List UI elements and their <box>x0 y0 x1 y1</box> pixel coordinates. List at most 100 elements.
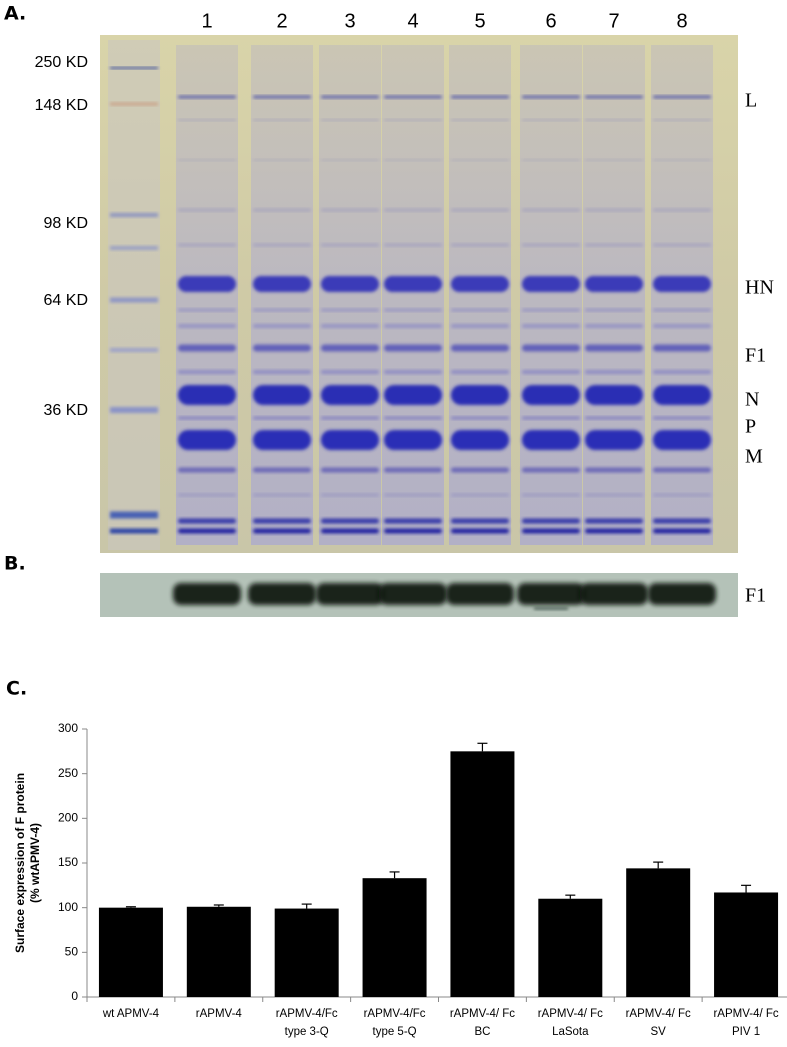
gel-band <box>451 95 509 99</box>
gel-band <box>451 518 509 524</box>
marker-band <box>110 67 158 69</box>
gel-band <box>178 95 236 99</box>
x-tick-label-line: rAPMV-4/ Fc <box>538 1008 603 1020</box>
gel-band <box>253 385 311 405</box>
error-bar <box>389 871 400 879</box>
x-tick-label-line: PIV 1 <box>732 1026 760 1038</box>
gel-band <box>585 518 643 524</box>
gel-lane <box>651 45 713 545</box>
gel-band <box>253 493 311 497</box>
gel-band <box>522 518 580 524</box>
bar <box>98 907 163 997</box>
gel-band <box>321 324 379 328</box>
y-tick-label: 150 <box>58 855 78 869</box>
blot-band <box>446 583 514 605</box>
gel-band <box>653 416 711 420</box>
gel-band <box>653 308 711 312</box>
y-tick-label: 50 <box>65 945 79 959</box>
gel-band <box>384 119 442 121</box>
blot-band <box>316 583 384 605</box>
bar <box>714 892 779 997</box>
gel-band <box>451 308 509 312</box>
error-bar <box>213 904 224 907</box>
marker-band <box>110 246 158 250</box>
gel-band <box>178 276 236 292</box>
gel-band <box>253 95 311 99</box>
gel-band <box>451 370 509 374</box>
gel-band <box>585 493 643 497</box>
gel-band <box>653 370 711 374</box>
x-tick-label: rAPMV-4/ Fc SV <box>626 1008 691 1038</box>
x-tick-label-line: rAPMV-4/ Fc <box>626 1008 691 1020</box>
protein-label: L <box>745 90 757 112</box>
gel-band <box>585 324 643 328</box>
lane-number: 6 <box>545 10 556 32</box>
x-tick-label: rAPMV-4/ Fc LaSota <box>538 1008 603 1038</box>
gel-band <box>451 385 509 405</box>
gel-band <box>384 430 442 450</box>
marker-lane <box>108 40 160 550</box>
gel-band <box>522 95 580 99</box>
blot-band <box>248 583 316 605</box>
gel-band <box>522 119 580 121</box>
gel-band <box>253 276 311 292</box>
gel-band <box>384 493 442 497</box>
gel-band <box>451 208 509 212</box>
gel-band <box>585 95 643 99</box>
gel-band <box>384 518 442 524</box>
x-tick-label-line: rAPMV-4/Fc <box>276 1008 338 1020</box>
gel-band <box>384 344 442 352</box>
gel-band <box>585 467 643 473</box>
gel-band <box>585 276 643 292</box>
marker-label: 148 KD <box>35 97 88 114</box>
blot-band <box>534 607 568 610</box>
bar <box>450 751 515 997</box>
gel-band <box>321 370 379 374</box>
gel-band <box>321 95 379 99</box>
x-tick-label-line: rAPMV-4/ Fc <box>713 1008 778 1020</box>
gel-band <box>653 385 711 405</box>
gel-band <box>522 324 580 328</box>
gel-band <box>653 528 711 534</box>
lane-number: 7 <box>608 10 619 32</box>
x-tick-label: rAPMV-4/ Fc BC <box>450 1008 515 1038</box>
gel-band <box>585 416 643 420</box>
gel-band <box>321 416 379 420</box>
gel-band <box>384 385 442 405</box>
gel-band <box>178 324 236 328</box>
gel-band <box>451 276 509 292</box>
gel-band <box>178 308 236 312</box>
protein-label: N <box>745 389 759 411</box>
gel-band <box>522 243 580 247</box>
gel-band <box>321 385 379 405</box>
gel-band <box>253 430 311 450</box>
bar <box>274 908 339 997</box>
gel-band <box>585 308 643 312</box>
gel-band <box>253 159 311 161</box>
gel-band <box>522 528 580 534</box>
y-tick-label: 0 <box>71 989 78 1003</box>
y-tick-label: 300 <box>58 721 78 735</box>
x-tick-label-line: rAPMV-4/ Fc <box>450 1008 515 1020</box>
protein-label: F1 <box>745 345 766 367</box>
gel-lane <box>520 45 582 545</box>
gel-band <box>321 308 379 312</box>
gel-band <box>522 276 580 292</box>
gel-band <box>178 370 236 374</box>
bar <box>362 878 427 997</box>
x-tick-label: rAPMV-4/ Fc PIV 1 <box>713 1008 778 1038</box>
protein-label: P <box>745 416 756 438</box>
gel-lane <box>583 45 645 545</box>
gel-band <box>522 385 580 405</box>
gel-band <box>585 243 643 247</box>
gel-band <box>321 467 379 473</box>
gel-band <box>178 243 236 247</box>
gel-lane <box>319 45 381 545</box>
gel-lane <box>449 45 511 545</box>
gel-band <box>178 344 236 352</box>
marker-band <box>110 528 158 534</box>
error-bar <box>565 894 576 899</box>
y-tick-label: 250 <box>58 766 78 780</box>
x-tick-label: rAPMV-4/Fc type 5-Q <box>364 1008 426 1038</box>
